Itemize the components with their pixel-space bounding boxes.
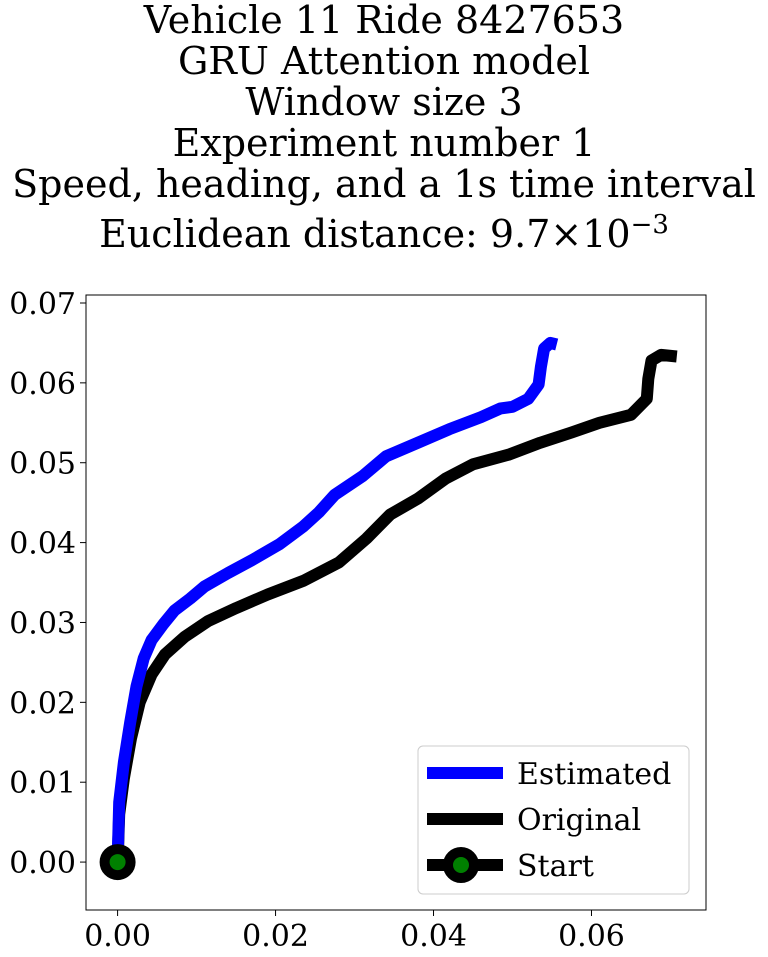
y-tick-label: 0.06	[9, 367, 76, 402]
series-line-original	[111, 348, 678, 863]
title-line: Window size 3	[245, 80, 523, 124]
y-tick-label: 0.02	[9, 686, 76, 721]
legend-start-marker	[443, 847, 479, 883]
legend-box	[417, 745, 690, 895]
legend-label: Estimated	[517, 757, 671, 792]
legend-label: Start	[517, 849, 594, 884]
x-tick-label: 0.02	[242, 919, 309, 954]
series-line-estimated	[111, 336, 559, 863]
legend: Estimated Original Start	[417, 745, 690, 895]
title-line: Experiment number 1	[172, 121, 596, 165]
start-marker	[99, 844, 136, 881]
x-tick-label: 0.00	[84, 919, 151, 954]
plot-frame	[85, 294, 707, 911]
axis-ticks: 0.00 0.02 0.04 0.06 0.00 0.01 0.02 0.03 0.04 0.05…	[9, 287, 625, 954]
x-tick-label: 0.06	[558, 919, 625, 954]
x-tick-label: 0.04	[400, 919, 467, 954]
exponent-base: 10	[582, 212, 631, 256]
title-line: Vehicle 11 Ride 8427653	[143, 0, 625, 42]
title-line: GRU Attention model	[177, 39, 591, 83]
y-tick-label: 0.00	[9, 846, 76, 881]
y-tick-label: 0.05	[9, 447, 76, 482]
chart-title: Vehicle 11 Ride 8427653 GRU Attention mo…	[0, 0, 768, 255]
y-tick-label: 0.01	[9, 766, 76, 801]
title-line: Speed, heading, and a 1s time interval	[12, 162, 756, 206]
legend-label: Original	[517, 803, 641, 838]
y-tick-label: 0.07	[9, 287, 76, 322]
distance-title-line: Euclidean distance: 9.7×10−3	[0, 205, 768, 255]
y-tick-label: 0.04	[9, 527, 76, 562]
distance-prefix: Euclidean distance: 9.7	[99, 212, 551, 256]
series-layer	[99, 336, 678, 881]
exponent: −3	[630, 210, 669, 240]
y-tick-label: 0.03	[9, 606, 76, 641]
times-sign: ×	[550, 212, 583, 256]
